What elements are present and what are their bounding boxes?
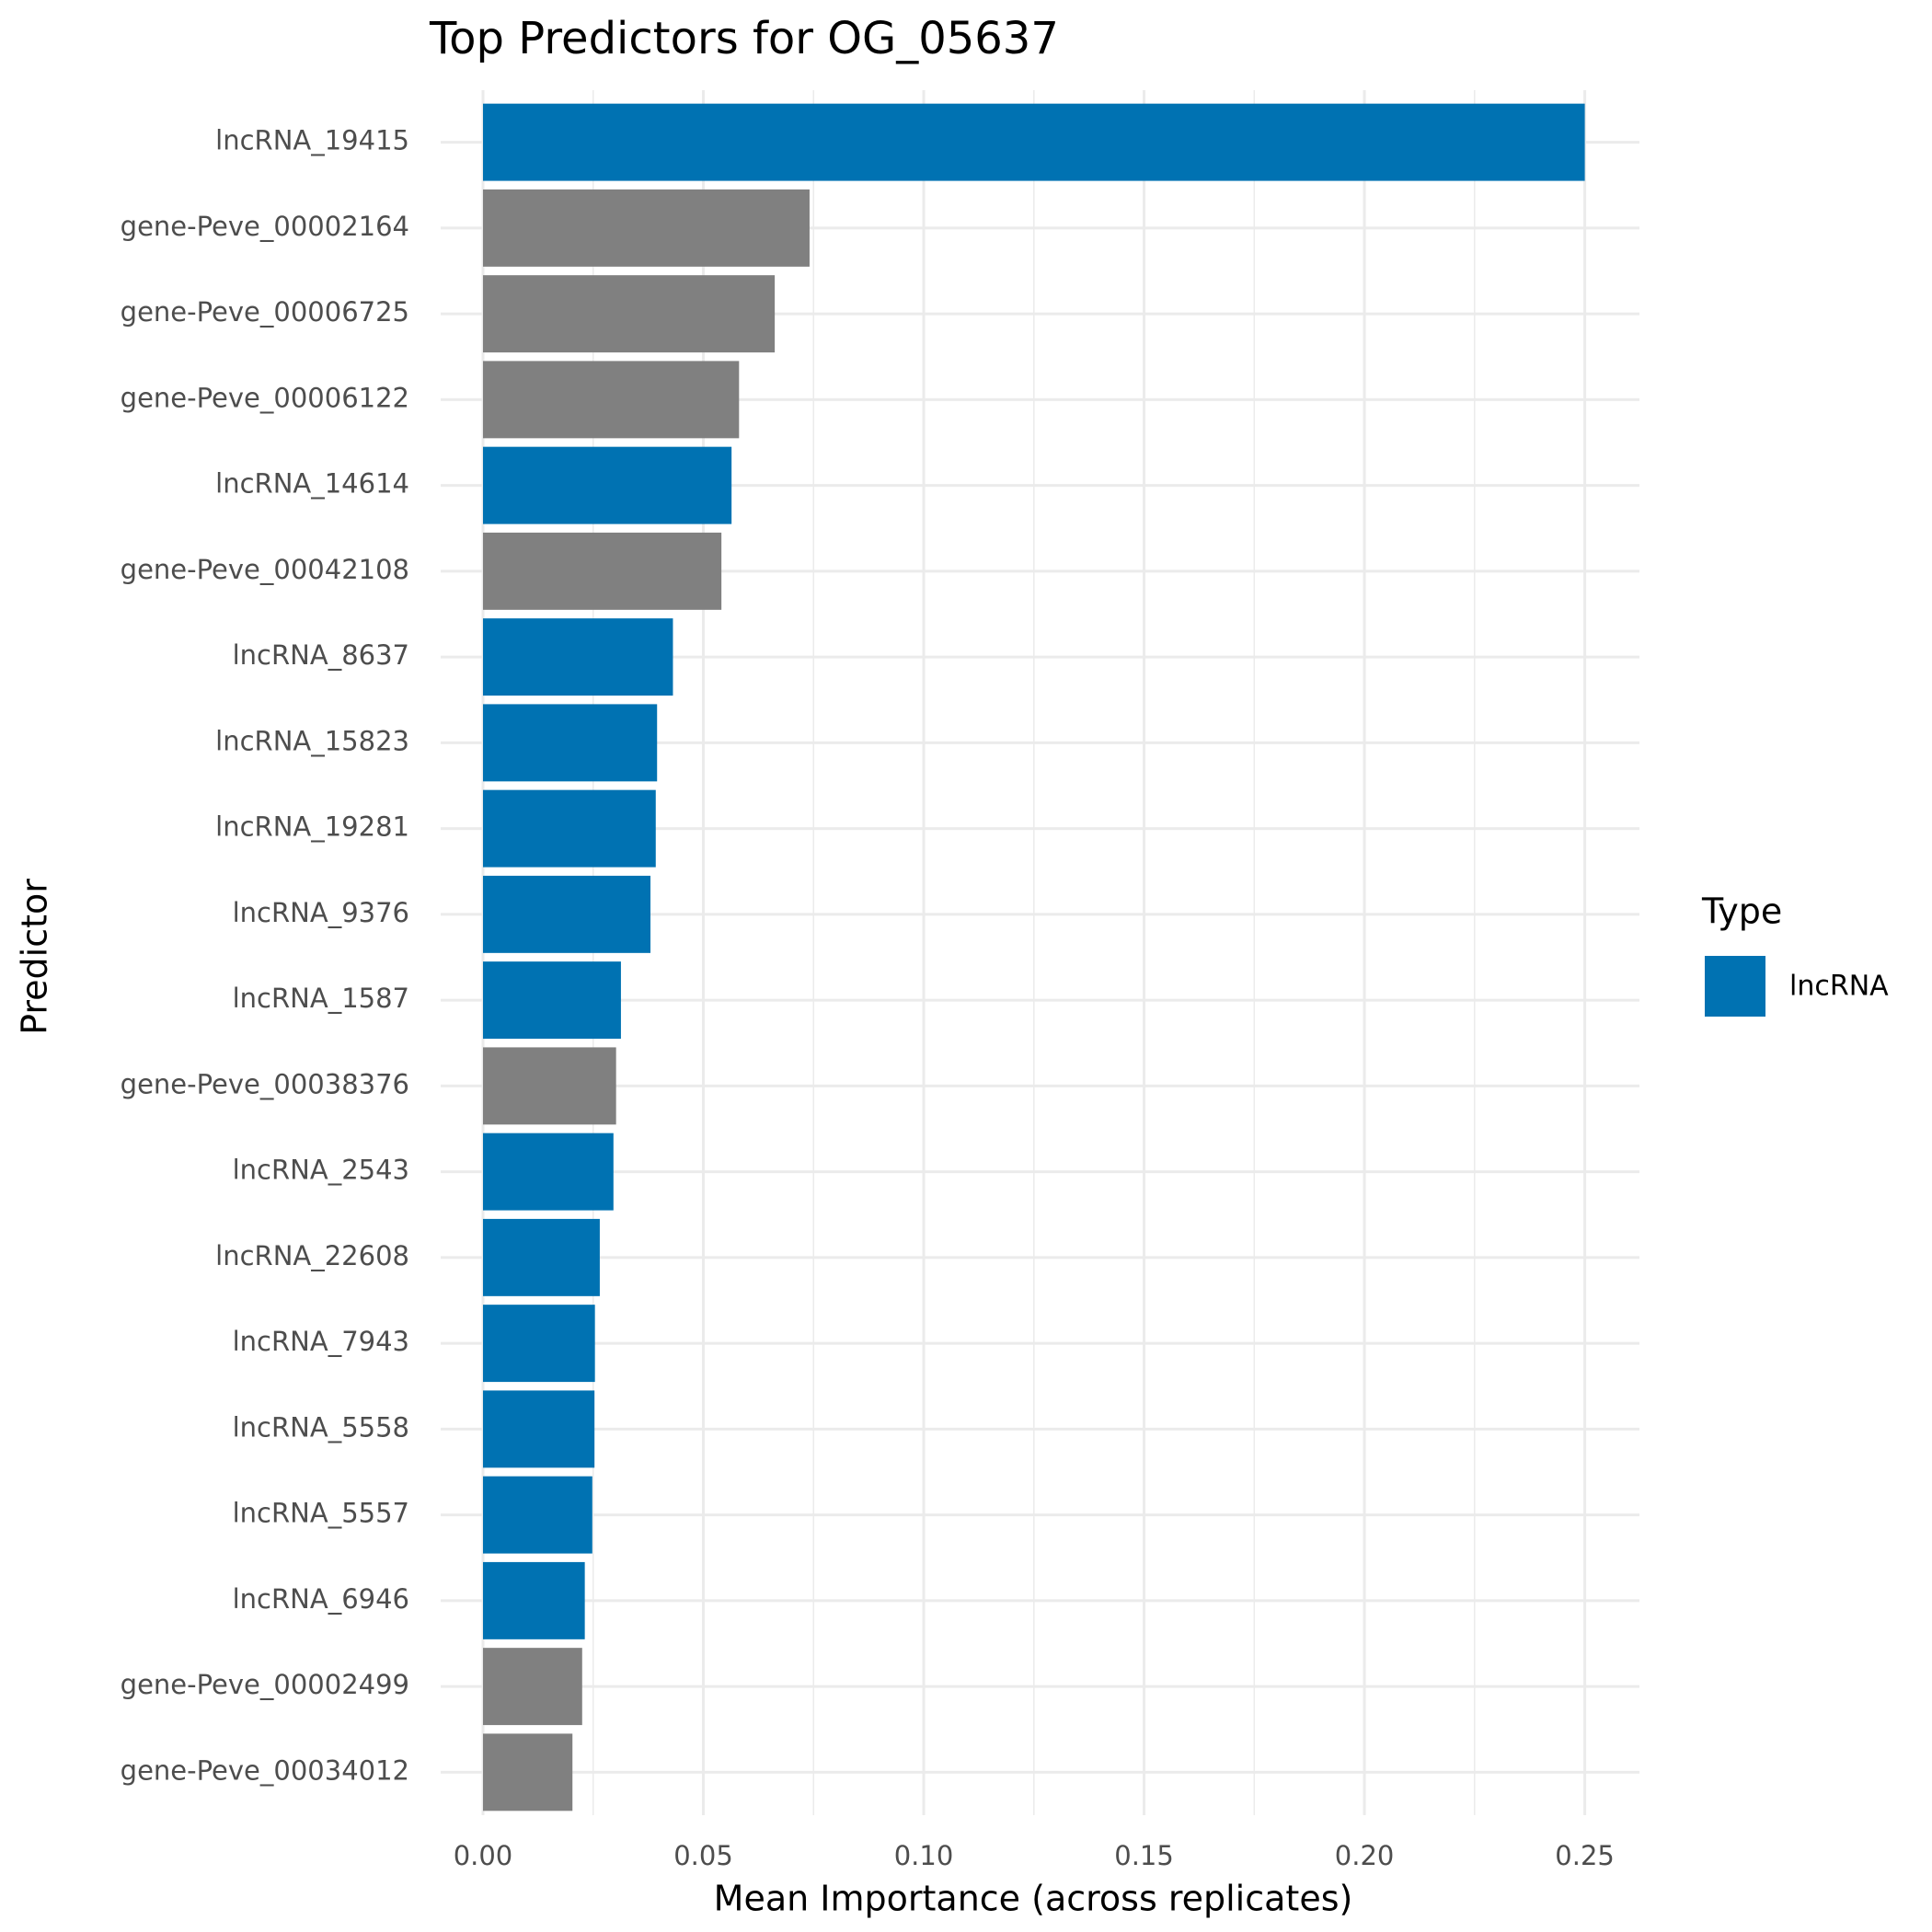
bar: [482, 103, 1585, 181]
bar: [482, 1133, 614, 1211]
x-tick-label: 0.20: [1335, 1840, 1395, 1871]
bar: [482, 875, 651, 953]
x-axis-title: Mean Importance (across replicates): [714, 1879, 1353, 1919]
bar: [482, 189, 810, 267]
legend-label: lncRNA: [1789, 971, 1889, 1003]
y-tick-label: lncRNA_14614: [215, 468, 409, 500]
bar: [482, 532, 722, 610]
bar: [482, 1218, 600, 1296]
bar: [482, 1561, 585, 1639]
x-tick-label: 0.00: [454, 1840, 513, 1871]
chart-title: Top Predictors for OG_05637: [429, 13, 1059, 64]
y-tick-label: lncRNA_15823: [215, 725, 409, 756]
y-tick-label: gene-Peve_00034012: [121, 1754, 409, 1786]
y-tick-label: lncRNA_8637: [233, 639, 409, 671]
y-tick-label: lncRNA_6946: [233, 1583, 409, 1615]
bar: [482, 618, 673, 696]
y-axis-title: Predictor: [15, 879, 55, 1035]
x-tick-label: 0.10: [894, 1840, 954, 1871]
y-tick-label: gene-Peve_00006122: [121, 382, 409, 413]
y-tick-label: gene-Peve_00002499: [121, 1669, 409, 1700]
x-tick-label: 0.25: [1555, 1840, 1615, 1871]
y-tick-label: lncRNA_7943: [233, 1326, 409, 1357]
bar: [482, 1648, 582, 1726]
x-tick-label: 0.15: [1114, 1840, 1174, 1871]
y-tick-label: lncRNA_22608: [215, 1240, 409, 1271]
bar: [482, 1047, 616, 1125]
bar: [482, 789, 656, 868]
y-tick-label: gene-Peve_00006725: [121, 296, 409, 328]
bar: [482, 1733, 573, 1811]
bars: [482, 103, 1585, 1811]
bar: [482, 361, 740, 439]
bar: [482, 961, 621, 1040]
legend-title: Type: [1701, 891, 1782, 932]
y-tick-label: lncRNA_19281: [215, 811, 409, 843]
y-tick-label: gene-Peve_00042108: [121, 554, 409, 585]
y-tick-label: lncRNA_1587: [233, 983, 409, 1014]
bar: [482, 275, 776, 353]
y-tick-label: lncRNA_2543: [233, 1155, 409, 1186]
y-tick-label: gene-Peve_00002164: [121, 211, 409, 242]
y-tick-label: lncRNA_9376: [233, 897, 409, 928]
y-tick-label: lncRNA_5558: [233, 1411, 409, 1443]
y-tick-label: lncRNA_5557: [233, 1498, 409, 1529]
bar: [482, 704, 658, 782]
bar: [482, 1476, 592, 1554]
bar: [482, 446, 732, 524]
y-tick-label: gene-Peve_00038376: [121, 1068, 409, 1099]
legend-key: [1705, 956, 1765, 1017]
y-tick-label: lncRNA_19415: [215, 125, 409, 156]
x-tick-label: 0.05: [673, 1840, 733, 1871]
bar: [482, 1305, 595, 1383]
bar: [482, 1390, 595, 1468]
